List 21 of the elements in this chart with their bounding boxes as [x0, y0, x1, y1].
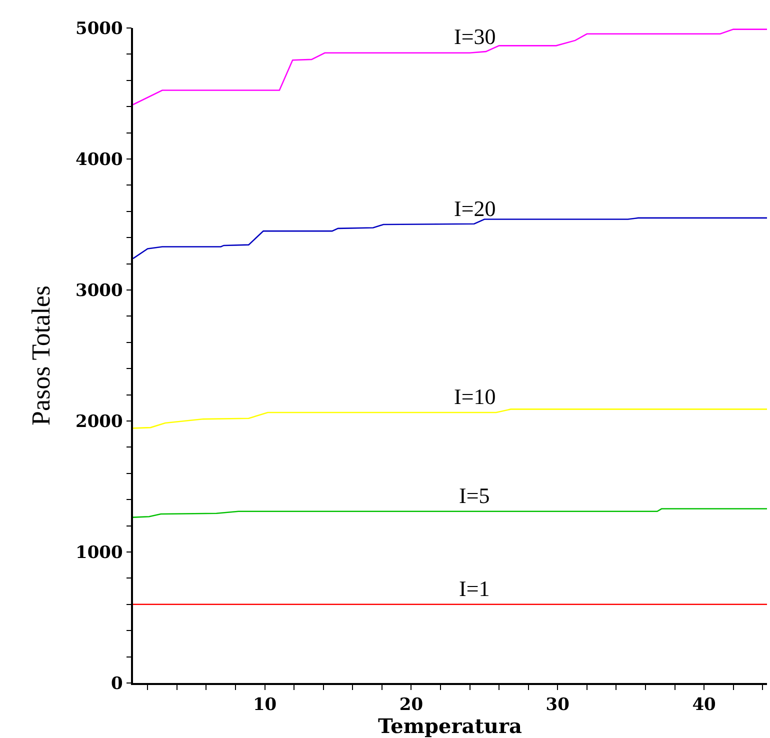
y-axis-title: Pasos Totales — [26, 286, 56, 426]
y-tick-label: 5000 — [76, 18, 124, 39]
line-series — [133, 408, 767, 429]
y-tick-label: 0 — [111, 674, 124, 694]
x-tick-label: 20 — [399, 695, 424, 716]
x-tick-label: 40 — [692, 695, 716, 716]
y-tick-label: 3000 — [76, 280, 124, 301]
x-tick-label: 30 — [546, 695, 570, 716]
y-tick-label: 4000 — [76, 150, 124, 170]
series-label: I=5 — [459, 483, 490, 508]
x-tick-label: 10 — [252, 695, 277, 716]
line-series — [133, 28, 767, 106]
series-label: I=20 — [454, 196, 496, 221]
series-label: I=10 — [454, 384, 496, 409]
line-series — [133, 508, 767, 518]
y-tick-label: 1000 — [76, 542, 124, 563]
x-axis-title: Temperatura — [378, 714, 522, 738]
series-label: I=30 — [454, 24, 496, 49]
series-label: I=1 — [459, 576, 490, 601]
y-tick-label: 2000 — [76, 412, 124, 432]
line-series — [133, 217, 767, 260]
